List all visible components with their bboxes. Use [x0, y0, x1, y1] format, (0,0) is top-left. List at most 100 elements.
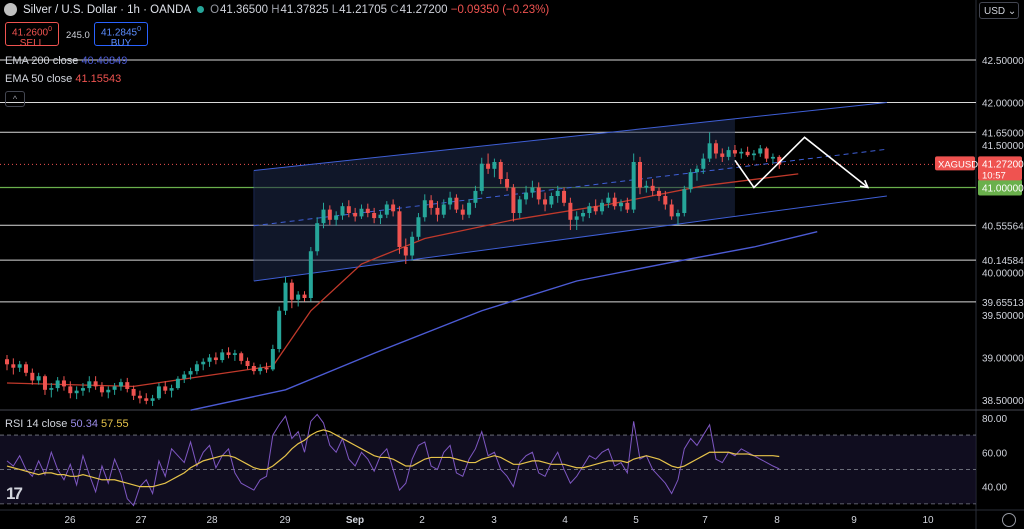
- candle-body[interactable]: [289, 282, 294, 300]
- candle-body[interactable]: [454, 197, 459, 210]
- candle[interactable]: [530, 180, 535, 198]
- candle[interactable]: [650, 179, 655, 196]
- candle[interactable]: [739, 148, 744, 159]
- candle[interactable]: [543, 192, 548, 212]
- candle[interactable]: [441, 199, 446, 219]
- candle[interactable]: [568, 197, 573, 230]
- candlesticks[interactable]: [5, 132, 782, 406]
- candle[interactable]: [137, 390, 142, 404]
- candle-body[interactable]: [74, 390, 79, 394]
- candle[interactable]: [131, 385, 136, 400]
- candle-body[interactable]: [441, 204, 446, 215]
- candle-body[interactable]: [144, 398, 149, 401]
- candle-body[interactable]: [467, 202, 472, 215]
- candle[interactable]: [296, 291, 301, 307]
- candle[interactable]: [479, 157, 484, 195]
- candle[interactable]: [169, 384, 174, 398]
- candle-body[interactable]: [587, 206, 592, 213]
- candle[interactable]: [638, 156, 642, 195]
- candle-body[interactable]: [713, 143, 718, 154]
- buy-button[interactable]: 41.28450 BUY: [94, 22, 148, 49]
- candle[interactable]: [289, 279, 294, 309]
- candle-body[interactable]: [581, 213, 586, 217]
- candle-body[interactable]: [739, 151, 744, 154]
- candle-body[interactable]: [384, 204, 389, 215]
- candle[interactable]: [315, 217, 320, 256]
- candle[interactable]: [55, 377, 60, 392]
- candle[interactable]: [346, 200, 351, 218]
- candle[interactable]: [467, 199, 472, 219]
- candle[interactable]: [486, 153, 491, 174]
- candle-body[interactable]: [574, 216, 579, 220]
- candle[interactable]: [612, 192, 617, 210]
- candle[interactable]: [188, 367, 193, 380]
- candle-body[interactable]: [403, 247, 408, 256]
- candle[interactable]: [340, 202, 345, 220]
- candle[interactable]: [125, 377, 130, 393]
- candle-body[interactable]: [498, 162, 503, 179]
- candle[interactable]: [764, 146, 769, 162]
- candle-body[interactable]: [619, 202, 624, 207]
- candle-body[interactable]: [663, 196, 668, 205]
- candle[interactable]: [536, 182, 541, 205]
- candle-body[interactable]: [340, 206, 345, 216]
- candle[interactable]: [42, 374, 47, 395]
- candle-body[interactable]: [30, 372, 35, 381]
- candle-body[interactable]: [175, 378, 180, 389]
- candle-body[interactable]: [49, 388, 54, 390]
- candle-body[interactable]: [448, 197, 453, 205]
- candle[interactable]: [384, 201, 389, 219]
- candle-body[interactable]: [93, 381, 98, 387]
- ema50-legend[interactable]: EMA 50 close 41.15543: [5, 73, 122, 85]
- candle[interactable]: [144, 393, 149, 405]
- candle-body[interactable]: [213, 357, 218, 361]
- candle-body[interactable]: [758, 148, 763, 154]
- candle[interactable]: [359, 204, 364, 219]
- candle-body[interactable]: [397, 211, 402, 247]
- candle-body[interactable]: [638, 162, 642, 188]
- candle[interactable]: [11, 358, 16, 375]
- candle[interactable]: [391, 199, 396, 217]
- candle[interactable]: [675, 209, 680, 225]
- candle[interactable]: [555, 185, 560, 203]
- candle-body[interactable]: [308, 251, 313, 298]
- candle-body[interactable]: [283, 282, 288, 311]
- candle[interactable]: [726, 146, 731, 161]
- ema200-legend[interactable]: EMA 200 close 40.40849: [5, 55, 128, 67]
- candle[interactable]: [220, 349, 225, 363]
- candle[interactable]: [682, 185, 687, 217]
- rsi-legend[interactable]: RSI 14 close 50.34 57.55: [5, 418, 129, 430]
- candle-body[interactable]: [391, 204, 396, 212]
- candle-body[interactable]: [277, 310, 282, 349]
- candle[interactable]: [751, 150, 756, 161]
- candle[interactable]: [182, 371, 187, 383]
- candle-body[interactable]: [131, 388, 136, 396]
- candle-body[interactable]: [359, 208, 364, 217]
- rsi-panel[interactable]: 80.00 60.00 40.00: [0, 413, 1007, 507]
- candle-body[interactable]: [492, 162, 497, 169]
- tradingview-logo-icon[interactable]: 17: [6, 484, 23, 503]
- candle-body[interactable]: [334, 215, 339, 220]
- candle-body[interactable]: [473, 190, 478, 203]
- candle-body[interactable]: [5, 359, 9, 365]
- candle[interactable]: [720, 148, 725, 162]
- candle-body[interactable]: [682, 189, 687, 213]
- candle[interactable]: [80, 383, 85, 396]
- candle[interactable]: [112, 383, 117, 395]
- candle[interactable]: [448, 191, 453, 210]
- candle[interactable]: [669, 199, 674, 220]
- candle-body[interactable]: [593, 206, 598, 212]
- candle-body[interactable]: [707, 143, 712, 159]
- candle[interactable]: [397, 206, 402, 254]
- candle-body[interactable]: [505, 179, 510, 188]
- candle-body[interactable]: [365, 208, 370, 213]
- candle-body[interactable]: [321, 209, 326, 224]
- candle[interactable]: [258, 364, 263, 375]
- candle-body[interactable]: [625, 202, 630, 210]
- candle-body[interactable]: [17, 364, 22, 368]
- candle-body[interactable]: [555, 190, 560, 196]
- candle[interactable]: [118, 378, 123, 391]
- candle-body[interactable]: [264, 367, 269, 370]
- candle[interactable]: [87, 376, 92, 393]
- candle[interactable]: [68, 381, 73, 399]
